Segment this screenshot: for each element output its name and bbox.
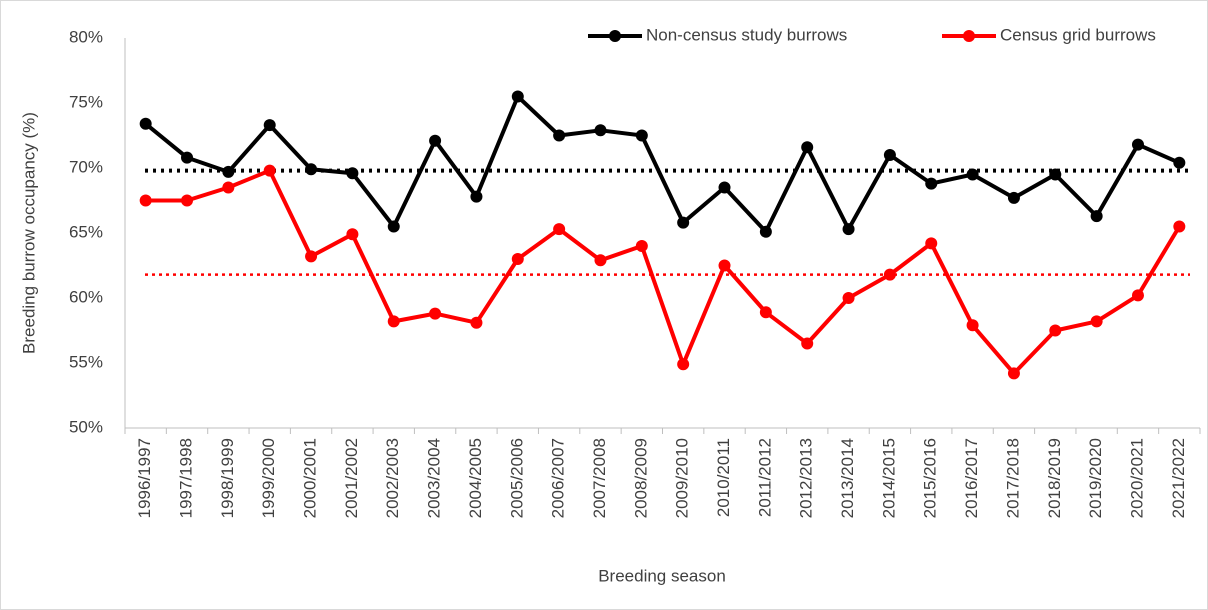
data-point [1173,156,1186,169]
x-tick-label: 2018/2019 [1045,438,1064,518]
y-tick-label: 75% [69,92,103,111]
y-tick-label: 80% [69,27,103,46]
data-point [470,316,483,329]
data-point [429,307,442,320]
x-tick-label: 2019/2020 [1086,438,1105,518]
legend-marker [609,30,621,42]
data-point [635,240,648,252]
data-point [759,306,772,319]
data-point [387,315,400,328]
x-tick-label: 1996/1997 [135,438,154,518]
data-point [801,141,814,154]
x-tick-label: 2010/2011 [714,438,733,517]
data-point [842,292,855,304]
data-point [1090,210,1103,223]
data-point [718,181,731,194]
y-axis-title: Breeding burrow occupancy (%) [19,112,38,354]
data-point [1007,191,1020,204]
x-tick-label: 2001/2002 [342,438,361,518]
data-point [511,90,524,103]
data-point [925,237,938,250]
data-point [346,167,359,180]
data-point [139,194,152,207]
x-tick-label: 2002/2003 [383,438,402,518]
data-point [305,163,318,176]
legend-label: Census grid burrows [1000,25,1156,44]
x-tick-label: 2016/2017 [962,438,981,518]
data-point [553,223,566,236]
data-point [429,134,442,147]
data-point [677,358,690,371]
x-tick-label: 2015/2016 [921,438,940,518]
data-point [181,151,194,164]
x-tick-label: 2000/2001 [301,438,320,518]
y-tick-label: 50% [69,417,103,436]
data-point [635,129,648,142]
legend-label: Non-census study burrows [646,25,847,44]
data-point [263,119,276,132]
x-tick-label: 2006/2007 [549,438,568,518]
data-point [718,259,731,272]
legend-marker [963,30,975,42]
data-point [1131,138,1144,151]
data-point [1131,289,1144,302]
x-tick-label: 2020/2021 [1127,438,1146,518]
data-point [387,220,400,233]
data-point [1049,168,1062,181]
data-point [139,117,152,130]
y-tick-label: 55% [69,352,103,371]
data-point [181,194,194,207]
x-tick-label: 2007/2008 [590,438,609,518]
data-point [883,268,896,281]
data-point [677,216,690,229]
data-point [553,129,566,142]
x-tick-label: 2017/2018 [1003,438,1022,518]
x-tick-label: 2021/2022 [1169,438,1188,518]
data-point [346,228,359,241]
data-point [222,165,235,178]
data-point [263,164,276,177]
x-tick-label: 2011/2012 [755,438,774,517]
data-point [594,124,607,137]
y-tick-label: 65% [69,222,103,241]
x-tick-label: 2008/2009 [631,438,650,518]
x-tick-label: 2005/2006 [507,438,526,518]
data-point [925,177,938,190]
x-tick-label: 2004/2005 [466,438,485,518]
series-line [144,94,1181,234]
data-point [511,253,524,265]
x-axis-title: Breeding season [598,566,726,585]
data-point [1049,324,1062,337]
x-tick-label: 2003/2004 [425,438,444,518]
data-point [883,149,896,161]
data-point [1007,367,1020,380]
x-tick-label: 2009/2010 [673,438,692,518]
x-tick-label: 2013/2014 [838,438,857,518]
x-tick-label: 1999/2000 [259,438,278,518]
y-tick-label: 60% [69,287,103,306]
data-point [966,168,979,181]
data-point [222,181,235,194]
x-tick-label: 2012/2013 [797,438,816,518]
x-tick-label: 2014/2015 [879,438,898,518]
x-tick-label: 1997/1998 [177,438,196,518]
y-tick-label: 70% [69,157,103,176]
data-point [801,337,814,350]
x-tick-label: 1998/1999 [218,438,237,518]
series-line [145,168,1182,376]
data-point [759,225,772,238]
data-point [470,190,483,203]
data-point [305,250,318,263]
data-point [1173,220,1186,233]
data-point [1090,315,1103,328]
data-point [594,254,607,267]
data-point [842,223,855,236]
data-point [966,319,979,332]
